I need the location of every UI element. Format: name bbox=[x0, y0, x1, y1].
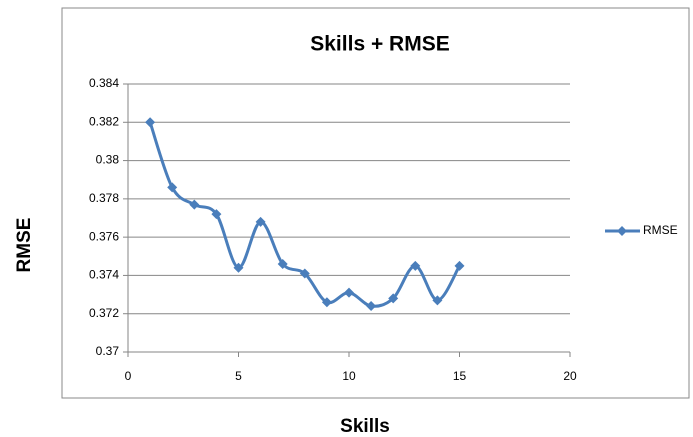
point-marker bbox=[277, 258, 288, 269]
point-marker bbox=[366, 301, 377, 312]
point-marker bbox=[233, 262, 244, 273]
point-marker bbox=[388, 293, 399, 304]
x-tick-label: 20 bbox=[563, 369, 577, 383]
y-tick-label: 0.378 bbox=[89, 191, 119, 205]
point-marker bbox=[410, 260, 421, 271]
x-tick-label: 5 bbox=[235, 369, 242, 383]
x-tick-label: 10 bbox=[342, 369, 356, 383]
x-axis-label: Skills bbox=[340, 416, 390, 437]
point-marker bbox=[454, 260, 465, 271]
point-marker bbox=[167, 182, 178, 193]
chart-title: Skills + RMSE bbox=[310, 33, 449, 56]
point-marker bbox=[189, 199, 200, 210]
point-marker bbox=[145, 117, 156, 128]
y-tick-label: 0.382 bbox=[89, 114, 119, 128]
point-marker bbox=[211, 209, 222, 220]
legend-marker bbox=[617, 226, 627, 236]
point-marker bbox=[299, 268, 310, 279]
y-tick-label: 0.372 bbox=[89, 306, 119, 320]
point-marker bbox=[255, 216, 266, 227]
x-tick-label: 15 bbox=[453, 369, 467, 383]
point-marker bbox=[344, 287, 354, 298]
y-axis-label: RMSE bbox=[14, 218, 35, 273]
y-tick-label: 0.38 bbox=[96, 153, 120, 167]
y-tick-label: 0.384 bbox=[89, 76, 119, 90]
point-marker bbox=[321, 297, 332, 308]
point-marker bbox=[432, 295, 443, 306]
y-tick-label: 0.376 bbox=[89, 229, 119, 243]
x-tick-label: 0 bbox=[125, 369, 132, 383]
legend-label: RMSE bbox=[643, 223, 678, 237]
chart-frame bbox=[61, 7, 690, 399]
y-tick-label: 0.374 bbox=[89, 268, 119, 282]
y-tick-label: 0.37 bbox=[96, 344, 120, 358]
